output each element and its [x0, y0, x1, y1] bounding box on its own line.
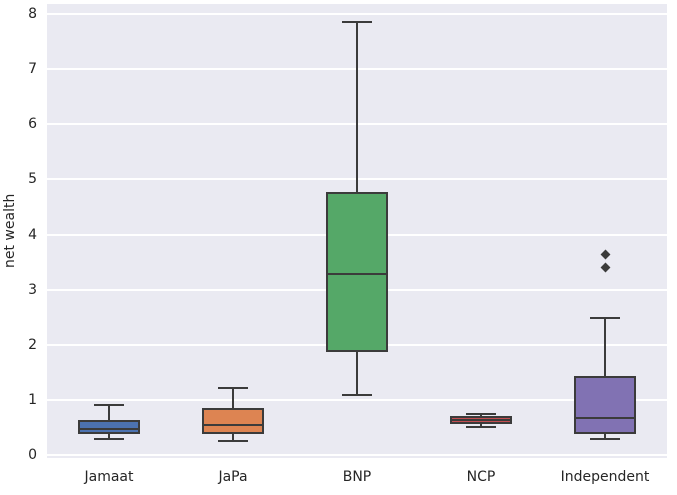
whisker-upper-japa [232, 387, 234, 408]
y-tick-label-4: 4 [28, 226, 37, 243]
whisker-lower-independent [604, 433, 606, 439]
cap-lower-bnp [342, 393, 372, 396]
cap-lower-jamaat [94, 438, 124, 441]
y-tick-label-0: 0 [28, 447, 37, 464]
median-ncp [450, 418, 512, 421]
box-bnp [326, 191, 388, 352]
cap-upper-independent [590, 316, 620, 319]
y-tick-label-8: 8 [28, 5, 37, 22]
box-japa [202, 407, 264, 434]
y-tick-label-7: 7 [28, 61, 37, 78]
median-jamaat [78, 427, 140, 430]
plot-area [47, 4, 667, 458]
median-japa [202, 423, 264, 426]
x-tick-label-jamaat: Jamaat [84, 469, 134, 485]
cap-lower-independent [590, 437, 620, 440]
gridline-y-0 [47, 454, 667, 457]
y-tick-label-5: 5 [28, 171, 37, 188]
whisker-upper-jamaat [108, 405, 110, 421]
y-tick-label-1: 1 [28, 392, 37, 409]
gridline-y-8 [47, 12, 667, 15]
cap-upper-ncp [466, 412, 496, 415]
y-tick-label-3: 3 [28, 281, 37, 298]
box-independent [574, 375, 636, 434]
x-tick-label-japa: JaPa [218, 469, 248, 485]
y-axis-tick-labels: 0 1 2 3 4 5 6 7 8 [0, 0, 42, 495]
x-tick-label-ncp: NCP [466, 469, 496, 485]
y-tick-label-6: 6 [28, 116, 37, 133]
outlier-independent-0 [600, 262, 610, 273]
whisker-upper-independent [604, 317, 606, 376]
whisker-lower-bnp [356, 351, 358, 395]
cap-upper-bnp [342, 21, 372, 24]
cap-upper-jamaat [94, 404, 124, 407]
gridline-y-1 [47, 399, 667, 402]
median-bnp [326, 272, 388, 275]
cap-upper-japa [218, 386, 248, 389]
y-tick-label-2: 2 [28, 336, 37, 353]
median-independent [574, 416, 636, 419]
outlier-independent-1 [600, 250, 610, 260]
whisker-lower-japa [232, 433, 234, 442]
cap-lower-japa [218, 440, 248, 443]
x-tick-label-independent: Independent [560, 469, 650, 485]
box-jamaat [78, 420, 140, 435]
whisker-lower-ncp [480, 423, 482, 428]
cap-lower-ncp [466, 426, 496, 429]
whisker-lower-jamaat [108, 434, 110, 440]
x-tick-label-bnp: BNP [342, 469, 372, 485]
whisker-upper-bnp [356, 22, 358, 192]
